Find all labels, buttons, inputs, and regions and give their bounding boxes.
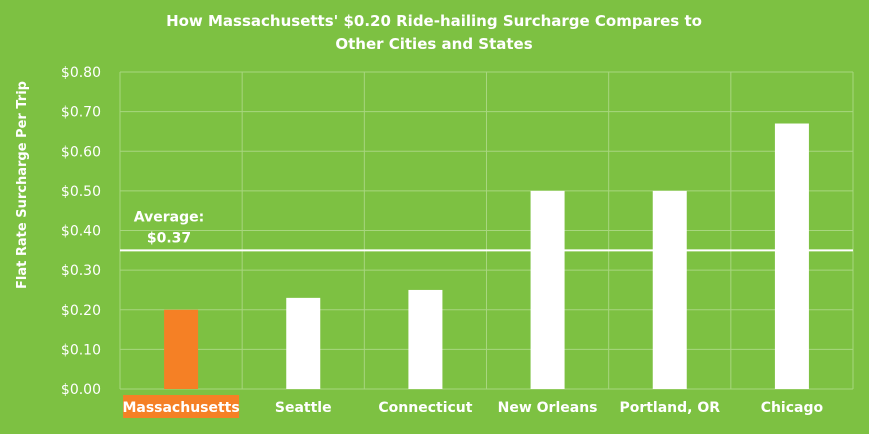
y-axis-ticks: $0.00 $0.10 $0.20 $0.30 $0.40 $0.50 $0.60 $0.70… (61, 65, 101, 398)
y-tick-label: $0.80 (61, 65, 101, 81)
y-tick-label: $0.60 (61, 144, 101, 160)
chart-title-line-2: Other Cities and States (335, 35, 532, 53)
x-tick-label-highlight (123, 395, 240, 418)
x-tick-label: Seattle (275, 400, 332, 416)
bar-seattle (286, 297, 321, 389)
x-tick-label: Portland, OR (619, 400, 720, 416)
y-axis-label: Flat Rate Surcharge Per Trip (15, 81, 30, 289)
x-axis-ticks: Massachusetts Seattle Connecticut New Orlea… (122, 395, 824, 418)
bar-connecticut (408, 289, 443, 389)
bar-new-orleans (530, 190, 565, 389)
chart-title-line-1: How Massachusetts' $0.20 Ride-hailing Su… (166, 12, 702, 30)
average-annotation: Average: $0.37 (120, 209, 853, 252)
y-tick-label: $0.00 (61, 382, 101, 398)
x-tick-label: New Orleans (498, 400, 598, 416)
x-tick-label: Chicago (761, 400, 824, 416)
bar-portland-or (652, 190, 687, 389)
y-tick-label: $0.30 (61, 263, 101, 279)
x-tick-label: Connecticut (378, 400, 472, 416)
y-tick-label: $0.40 (61, 224, 101, 240)
y-tick-label: $0.10 (61, 342, 101, 358)
bar-chicago (774, 123, 809, 389)
y-tick-label: $0.20 (61, 303, 101, 319)
gridlines (119, 71, 854, 390)
average-label-line-1: Average: (134, 209, 204, 225)
x-tick-label: Massachusetts (122, 400, 239, 416)
y-tick-label: $0.70 (61, 105, 101, 121)
average-label-line-2: $0.37 (147, 230, 191, 246)
y-tick-label: $0.50 (61, 184, 101, 200)
bars (164, 123, 809, 389)
bar-massachusetts (164, 309, 199, 389)
